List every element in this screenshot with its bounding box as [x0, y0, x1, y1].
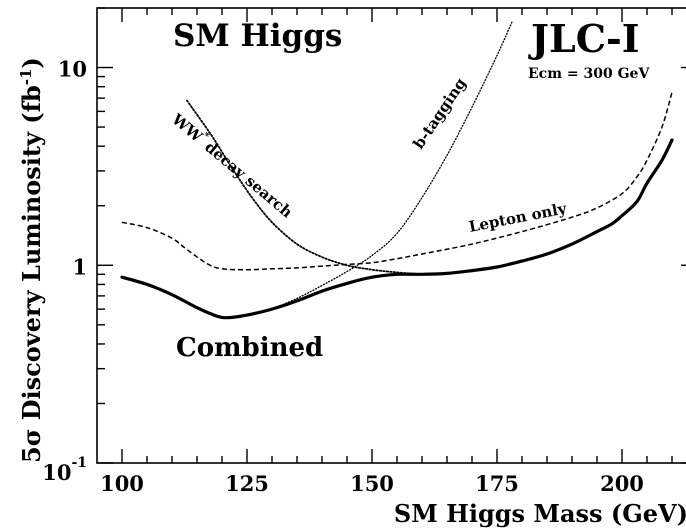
y-axis-title-main: 5σ Discovery Luminosity (fb — [17, 85, 46, 463]
x-tick-label: 175 — [475, 471, 519, 496]
y-axis-title-close: ) — [17, 57, 46, 68]
x-axis-ticks: 100 125 150 175 200 — [100, 8, 673, 496]
x-tick-label: 125 — [225, 471, 269, 496]
x-tick-label: 150 — [350, 471, 394, 496]
chart-title: SM Higgs — [173, 18, 342, 54]
series-line — [271, 21, 513, 310]
annotation-ww-sup: * — [200, 130, 212, 142]
series-line — [121, 91, 673, 271]
x-tick-label: 200 — [600, 471, 644, 496]
x-tick-label: 100 — [100, 471, 144, 496]
series-layer — [120, 21, 674, 320]
y-tick-label: 10-1 — [42, 455, 87, 485]
series-line — [186, 99, 423, 276]
y-axis-title-sup: -1 — [17, 69, 35, 86]
y-axis-title: 5σ Discovery Luminosity (fb-1) — [17, 57, 46, 463]
annotation-combined: Combined — [176, 333, 323, 363]
y-tick-label: 1 — [72, 254, 87, 279]
y-axis-ticks: 10-1 1 10 — [42, 7, 686, 485]
experiment-label: JLC-I — [528, 16, 640, 61]
x-axis-title: SM Higgs Mass (GeV) — [394, 499, 686, 528]
y-tick-label: 10 — [58, 57, 87, 82]
energy-label: Ecm = 300 GeV — [528, 66, 650, 82]
